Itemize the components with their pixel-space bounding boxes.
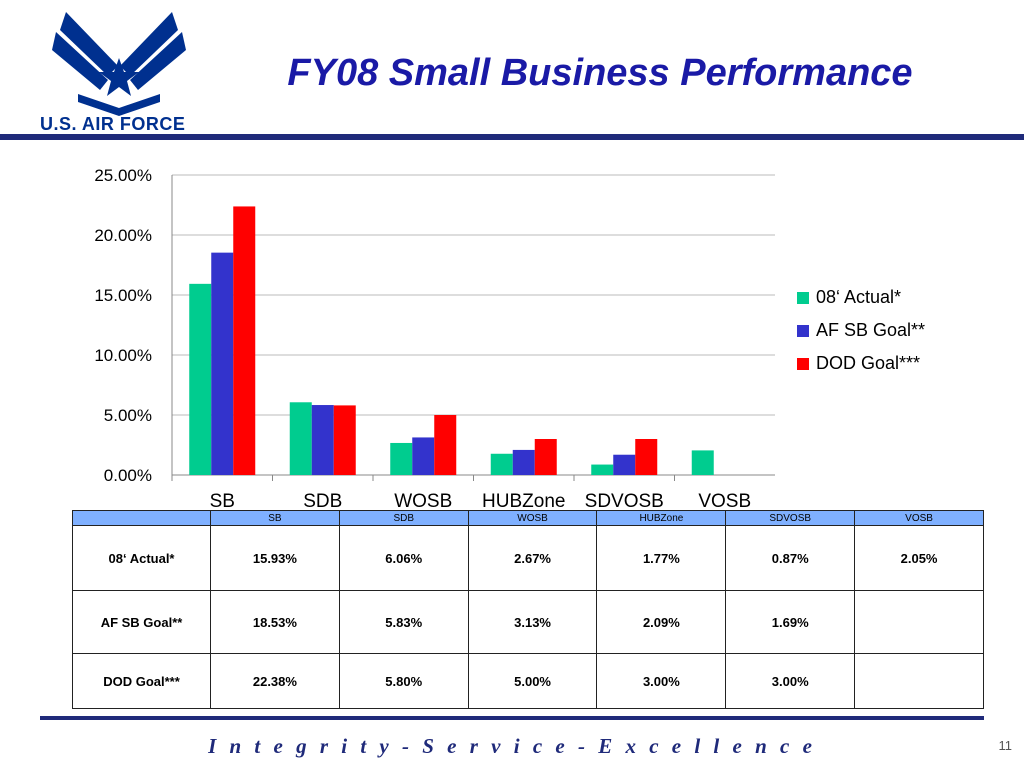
x-tick-label: SDB	[303, 491, 342, 510]
table-cell	[854, 590, 984, 654]
table-row: AF SB Goal** 18.53% 5.83% 3.13% 2.09% 1.…	[72, 590, 984, 654]
table-cell: 5.00%	[467, 653, 598, 709]
table-header-cell: SDVOSB	[725, 510, 856, 526]
table-cell: 5.83%	[338, 590, 469, 654]
bar	[512, 449, 535, 475]
header-divider	[0, 134, 1024, 140]
table-cell: 3.13%	[467, 590, 598, 654]
y-tick-label: 25.00%	[94, 166, 152, 185]
table-header-cell: SB	[210, 510, 340, 526]
table-cell: 3.00%	[596, 653, 727, 709]
bar	[311, 405, 334, 475]
table-cell: 5.80%	[338, 653, 469, 709]
bar	[189, 283, 212, 475]
x-tick-label: SDVOSB	[585, 491, 664, 510]
bar	[412, 437, 435, 475]
table-cell: 08‘ Actual*	[72, 525, 211, 591]
air-force-logo	[52, 12, 186, 116]
table-row: DOD Goal*** 22.38% 5.80% 5.00% 3.00% 3.0…	[72, 653, 984, 709]
bar	[390, 442, 413, 475]
table-cell: 0.87%	[725, 525, 856, 591]
bar	[591, 464, 614, 475]
table-header-cell: HUBZone	[596, 510, 727, 526]
table-cell: 1.69%	[725, 590, 856, 654]
bar-chart: 0.00% 5.00% 10.00% 15.00% 20.00% 25.00% SB SDB W…	[94, 166, 925, 510]
bar	[211, 252, 234, 475]
data-table: SB SDB WOSB HUBZone SDVOSB VOSB 08‘ Actu…	[72, 510, 984, 709]
table-cell: 15.93%	[210, 525, 340, 591]
x-tick-label: WOSB	[394, 491, 452, 510]
table-cell	[854, 653, 984, 709]
bar	[613, 454, 636, 475]
table-cell: 6.06%	[338, 525, 469, 591]
table-row: 08‘ Actual* 15.93% 6.06% 2.67% 1.77% 0.8…	[72, 525, 984, 591]
y-tick-label: 0.00%	[104, 466, 152, 485]
page-title: FY08 Small Business Performance	[287, 52, 913, 94]
bar	[333, 405, 356, 475]
table-header-cell	[72, 510, 211, 526]
legend-label: AF SB Goal**	[816, 320, 925, 340]
table-cell: DOD Goal***	[72, 653, 211, 709]
legend-swatch	[797, 358, 809, 370]
logo-wordmark: U.S. AIR FORCE	[40, 114, 186, 134]
legend-swatch	[797, 325, 809, 337]
page-number: 11	[998, 738, 1013, 753]
bar	[233, 206, 256, 475]
table-header-row: SB SDB WOSB HUBZone SDVOSB VOSB	[72, 510, 984, 526]
legend-label: 08‘ Actual*	[816, 287, 901, 307]
table-cell: 2.67%	[467, 525, 598, 591]
y-tick-label: 15.00%	[94, 286, 152, 305]
bar	[534, 439, 557, 475]
table-header-cell: SDB	[338, 510, 469, 526]
x-tick-label: HUBZone	[482, 491, 565, 510]
table-cell: 1.77%	[596, 525, 727, 591]
table-cell: 3.00%	[725, 653, 856, 709]
legend-label: DOD Goal***	[816, 353, 920, 373]
table-header-cell: VOSB	[854, 510, 984, 526]
x-tick-label: VOSB	[698, 491, 751, 510]
table-header-cell: WOSB	[467, 510, 598, 526]
table-cell: 22.38%	[210, 653, 340, 709]
y-tick-label: 10.00%	[94, 346, 152, 365]
bar	[289, 402, 312, 475]
table-cell: 2.09%	[596, 590, 727, 654]
x-tick-label: SB	[210, 491, 235, 510]
footer-motto: I n t e g r i t y - S e r v i c e - E x …	[208, 734, 816, 758]
bar	[434, 415, 457, 475]
table-cell: 18.53%	[210, 590, 340, 654]
y-tick-label: 20.00%	[94, 226, 152, 245]
bar	[691, 450, 714, 475]
y-tick-label: 5.00%	[104, 406, 152, 425]
footer-divider	[40, 716, 984, 720]
bar	[490, 453, 513, 475]
table-cell: 2.05%	[854, 525, 984, 591]
table-cell: AF SB Goal**	[72, 590, 211, 654]
legend-swatch	[797, 292, 809, 304]
bar	[635, 439, 658, 475]
